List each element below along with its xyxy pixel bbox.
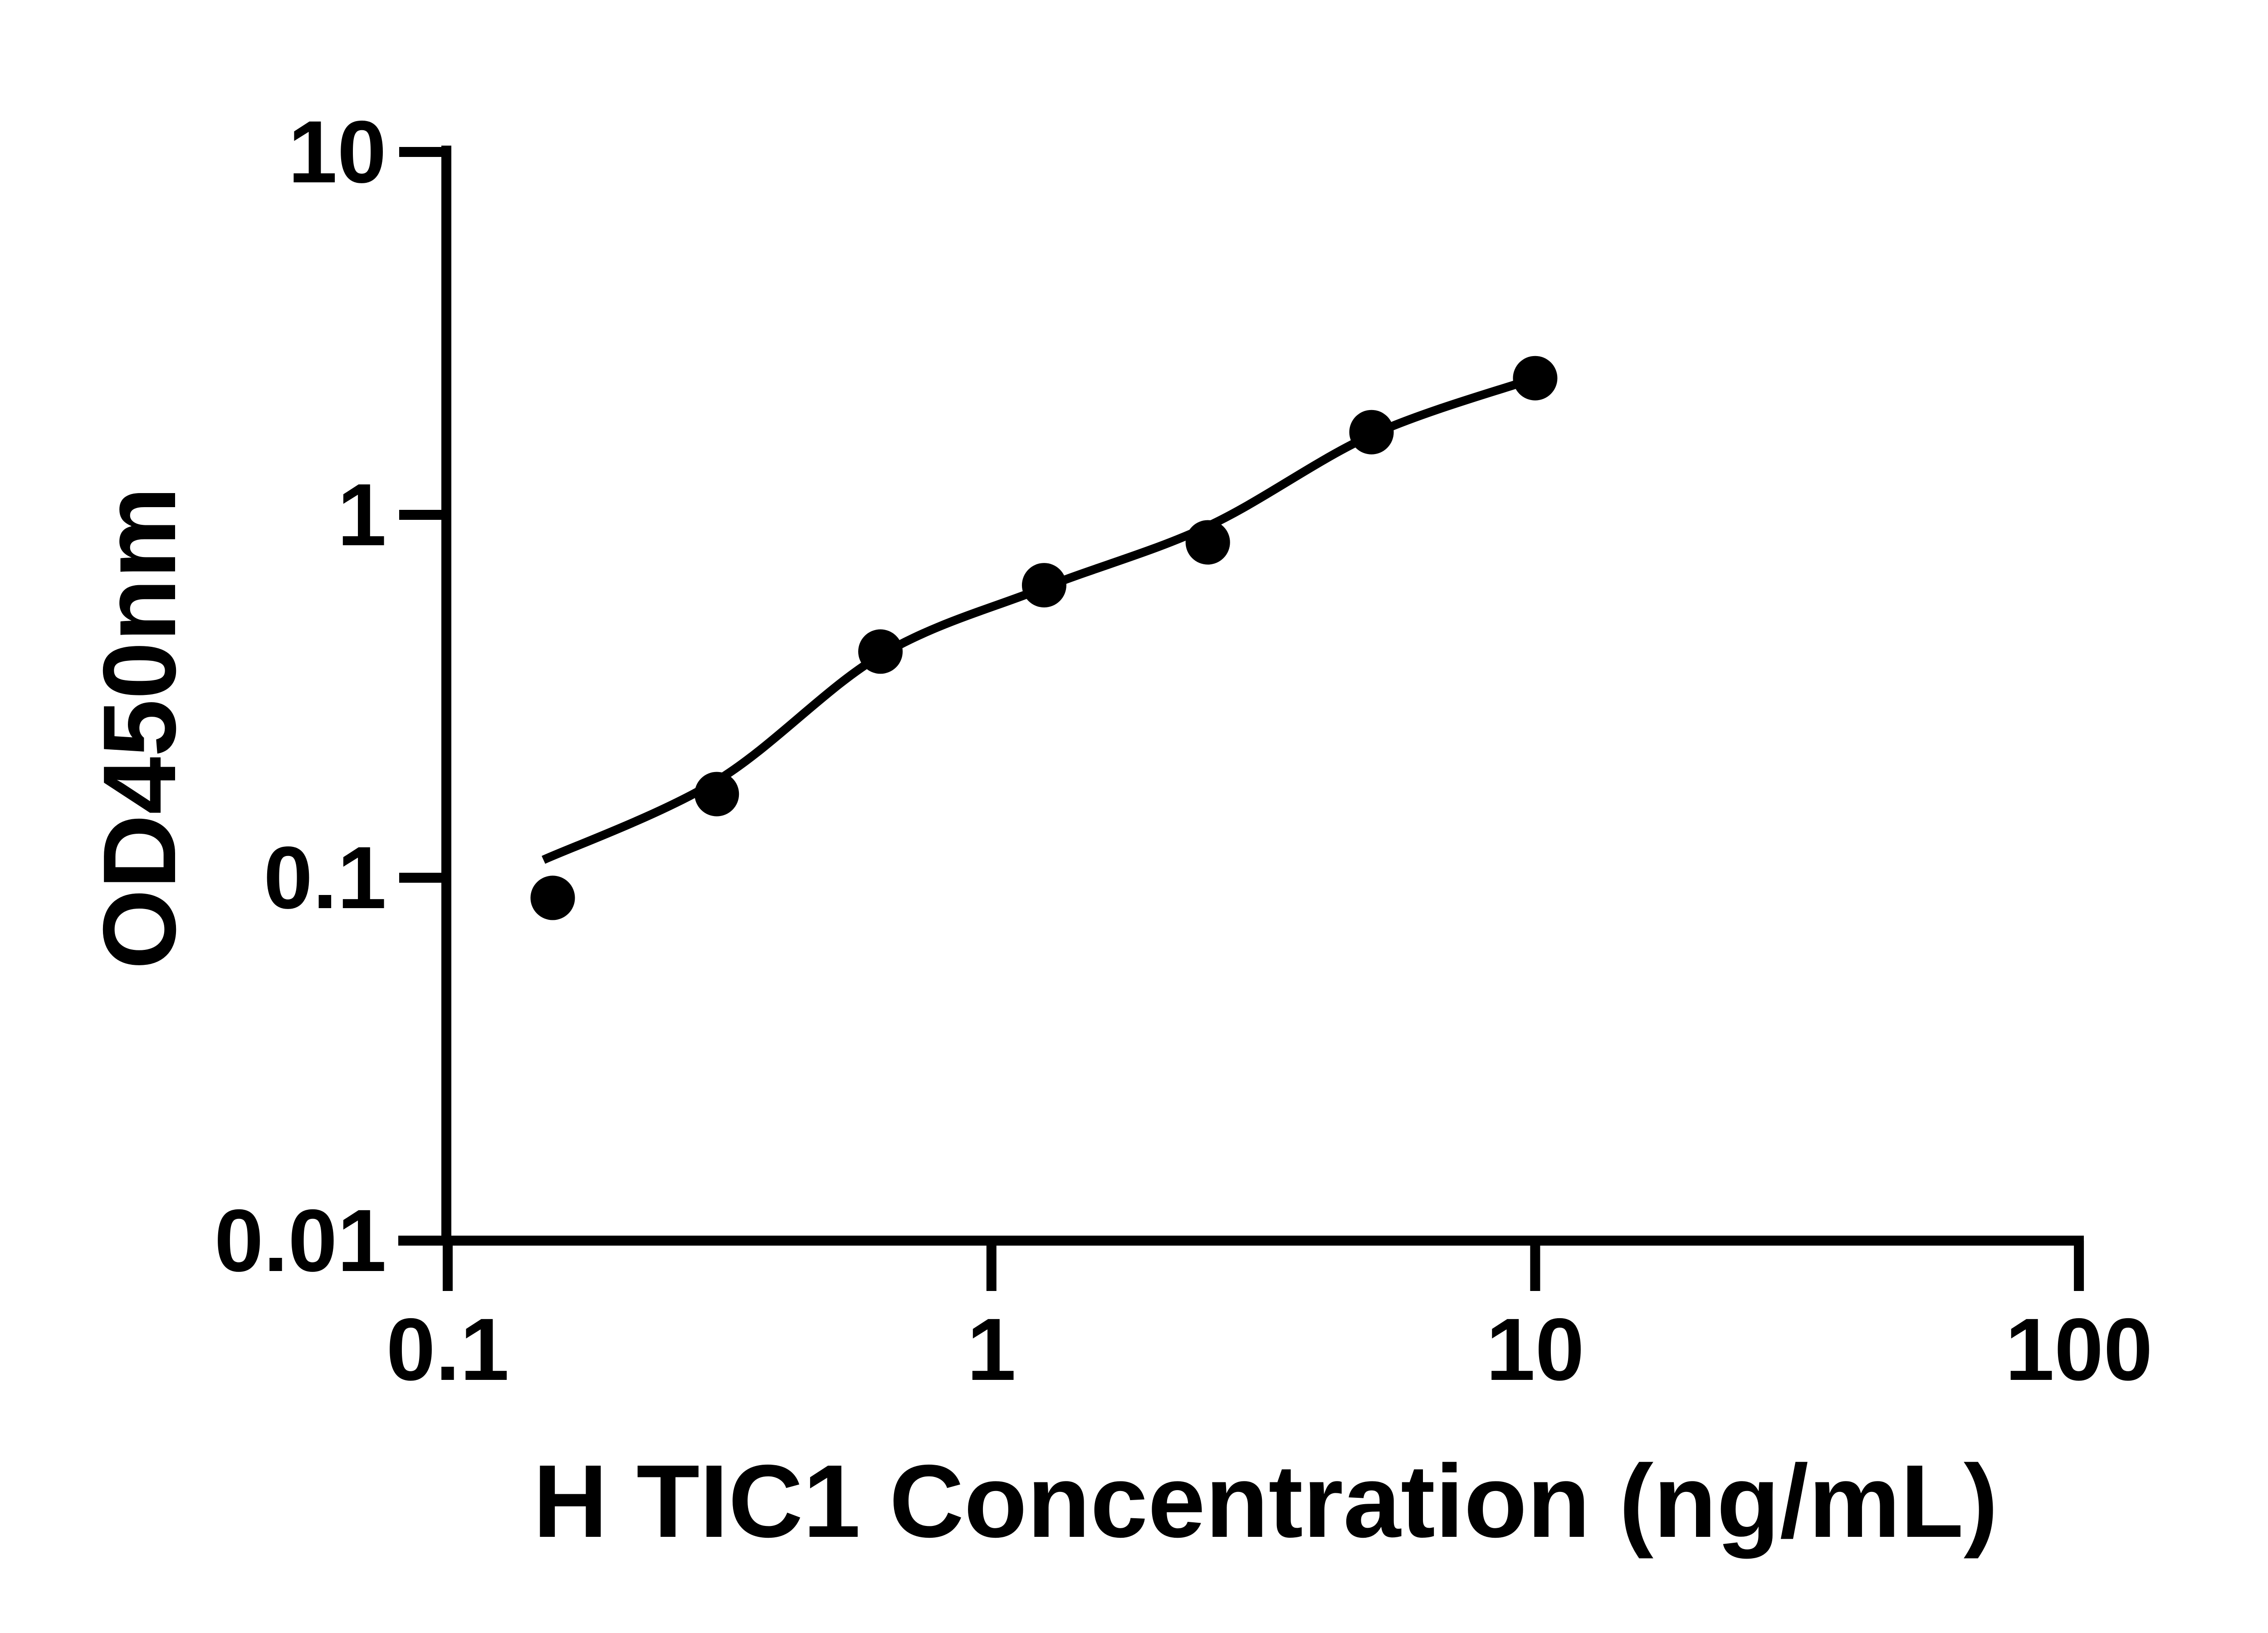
data-point-marker <box>1185 520 1230 565</box>
data-points-layer <box>530 356 1558 920</box>
y-tick-label: 0.1 <box>264 828 386 927</box>
x-tick-label: 100 <box>2005 1300 2152 1399</box>
data-point-marker <box>1513 356 1558 401</box>
x-tick-label: 0.1 <box>386 1300 509 1399</box>
fit-curve-layer <box>542 374 1537 864</box>
data-point-marker <box>530 875 575 920</box>
data-point-marker <box>1022 563 1066 608</box>
x-axis-title: H TIC1 Concentration (ng/mL) <box>533 1444 1998 1559</box>
data-point-marker <box>858 629 903 674</box>
data-point-marker <box>1349 410 1394 455</box>
y-tick-label: 10 <box>288 103 386 201</box>
x-tick-label: 10 <box>1486 1300 1584 1399</box>
y-tick-label: 0.01 <box>214 1191 386 1290</box>
data-point-marker <box>694 772 739 816</box>
y-axis-title: OD450nm <box>82 486 197 970</box>
fit-curve-line <box>542 374 1537 864</box>
y-tick-label: 1 <box>337 465 386 564</box>
x-tick-label: 1 <box>967 1300 1016 1399</box>
